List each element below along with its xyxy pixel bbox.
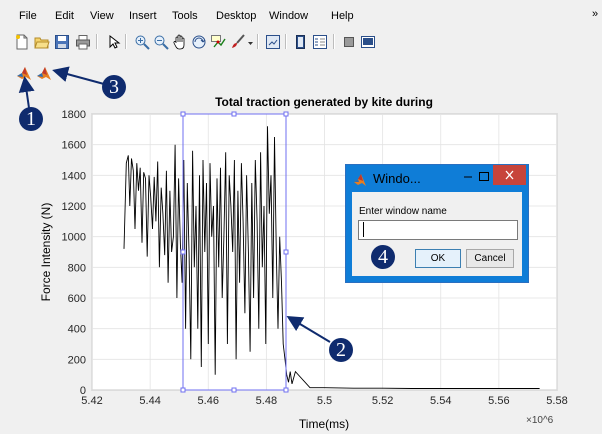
data-cursor-icon[interactable] bbox=[209, 33, 227, 51]
cancel-button[interactable]: Cancel bbox=[466, 249, 514, 268]
colorbar-icon[interactable] bbox=[292, 33, 310, 51]
toolbar-separator bbox=[96, 34, 98, 49]
toolbar-separator bbox=[285, 34, 287, 49]
series-line bbox=[123, 126, 540, 389]
y-tick-label: 800 bbox=[68, 262, 86, 274]
arrow-2 bbox=[286, 315, 331, 343]
x-tick-label: 5.52 bbox=[372, 395, 393, 407]
menu-file[interactable]: File bbox=[19, 10, 37, 22]
text-caret bbox=[363, 222, 364, 237]
close-button[interactable] bbox=[493, 165, 526, 185]
menu-view[interactable]: View bbox=[90, 10, 114, 22]
print-icon[interactable] bbox=[74, 33, 92, 51]
dialog-titlebar[interactable]: Windo... bbox=[346, 165, 528, 192]
traction-chart[interactable]: 5.42 5.44 5.46 5.48 5.5 5.52 5.54 5.56 5.58 0 200… bbox=[0, 84, 602, 434]
close-icon bbox=[505, 170, 514, 180]
arrow-1 bbox=[18, 76, 35, 109]
show-plot-tools-icon[interactable] bbox=[359, 33, 377, 51]
brush-icon[interactable] bbox=[229, 33, 247, 51]
toolbar-separator bbox=[125, 34, 127, 49]
menu-bar: File Edit View Insert Tools Desktop Wind… bbox=[0, 0, 602, 28]
x-tick-label: 5.56 bbox=[488, 395, 509, 407]
y-tick-label: 1200 bbox=[62, 201, 86, 213]
y-tick-label: 1400 bbox=[62, 170, 86, 182]
x-tick-labels: 5.42 5.44 5.46 5.48 5.5 5.52 5.54 5.56 5.58 bbox=[81, 395, 567, 407]
x-axis-label: Time(ms) bbox=[299, 417, 349, 431]
toolbar-separator bbox=[257, 34, 259, 49]
window-name-input[interactable] bbox=[358, 220, 518, 240]
ok-button[interactable]: OK bbox=[415, 249, 461, 268]
menu-help[interactable]: Help bbox=[331, 10, 354, 22]
hide-plot-tools-icon[interactable] bbox=[340, 33, 358, 51]
y-tick-label: 1800 bbox=[62, 109, 86, 121]
edit-plot-icon[interactable] bbox=[104, 33, 122, 51]
rotate-3d-icon[interactable] bbox=[190, 33, 208, 51]
x-tick-label: 5.58 bbox=[546, 395, 567, 407]
zoom-in-icon[interactable] bbox=[133, 33, 151, 51]
arrow-3 bbox=[52, 66, 105, 85]
y-tick-label: 1000 bbox=[62, 232, 86, 244]
annotation-badge-2: 2 bbox=[329, 338, 353, 362]
open-file-icon[interactable] bbox=[33, 33, 51, 51]
y-tick-labels: 0 200 400 600 800 1000 1200 1400 1600 1800 bbox=[62, 109, 86, 397]
dialog-title: Windo... bbox=[373, 171, 421, 186]
selection-rectangle[interactable] bbox=[180, 111, 289, 393]
pan-icon[interactable] bbox=[171, 33, 189, 51]
menu-desktop[interactable]: Desktop bbox=[216, 10, 257, 22]
x-tick-label: 5.54 bbox=[430, 395, 451, 407]
menu-insert[interactable]: Insert bbox=[129, 10, 157, 22]
legend-icon[interactable] bbox=[311, 33, 329, 51]
y-tick-label: 200 bbox=[68, 354, 86, 366]
chart-title: Total traction generated by kite during bbox=[215, 95, 433, 109]
menu-edit[interactable]: Edit bbox=[55, 10, 74, 22]
y-tick-label: 600 bbox=[68, 293, 86, 305]
maximize-icon[interactable] bbox=[477, 170, 491, 184]
annotation-badge-1: 1 bbox=[19, 107, 43, 131]
matlab-logo-icon[interactable] bbox=[35, 65, 53, 83]
zoom-out-icon[interactable] bbox=[152, 33, 170, 51]
y-tick-label: 1600 bbox=[62, 140, 86, 152]
y-tick-label: 0 bbox=[80, 385, 86, 397]
menu-tools[interactable]: Tools bbox=[172, 10, 198, 22]
y-tick-label: 400 bbox=[68, 324, 86, 336]
matlab-logo-icon bbox=[353, 173, 367, 190]
x-tick-label: 5.46 bbox=[198, 395, 219, 407]
y-axis-label: Force Intensity (N) bbox=[39, 203, 53, 302]
x-tick-label: 5.44 bbox=[139, 395, 160, 407]
menu-window[interactable]: Window bbox=[269, 10, 309, 22]
brush-dropdown-icon[interactable] bbox=[246, 33, 264, 51]
link-plot-icon[interactable] bbox=[264, 33, 282, 51]
annotation-badge-4: 4 bbox=[371, 245, 395, 269]
minimize-icon[interactable] bbox=[461, 169, 475, 183]
toolbar-separator bbox=[333, 34, 335, 49]
x-tick-label: 5.5 bbox=[317, 395, 332, 407]
window-name-label: Enter window name bbox=[359, 206, 447, 217]
x-tick-label: 5.42 bbox=[81, 395, 102, 407]
figure-toolbar bbox=[0, 28, 602, 62]
x-exponent-label: ×10^6 bbox=[526, 415, 554, 426]
annotation-badge-3: 3 bbox=[102, 75, 126, 99]
save-icon[interactable] bbox=[53, 33, 71, 51]
new-figure-icon[interactable] bbox=[13, 33, 31, 51]
menu-overflow-icon[interactable]: » bbox=[592, 8, 599, 20]
x-tick-label: 5.48 bbox=[256, 395, 277, 407]
